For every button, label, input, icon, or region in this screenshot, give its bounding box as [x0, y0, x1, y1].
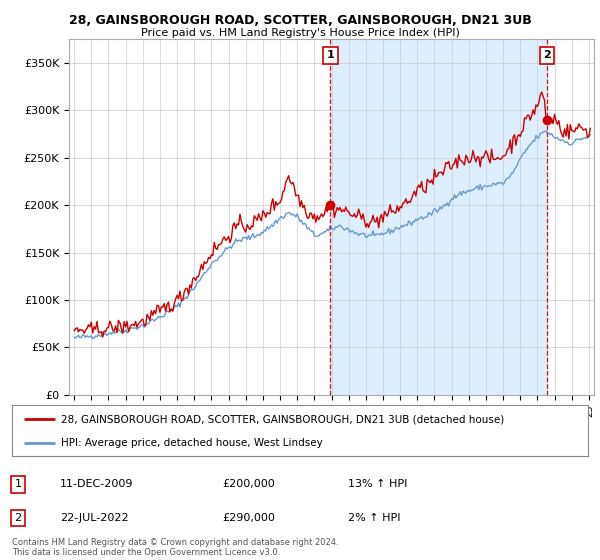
Text: Price paid vs. HM Land Registry's House Price Index (HPI): Price paid vs. HM Land Registry's House …	[140, 28, 460, 38]
Text: £290,000: £290,000	[222, 513, 275, 523]
Text: HPI: Average price, detached house, West Lindsey: HPI: Average price, detached house, West…	[61, 438, 323, 448]
Bar	[331, 39, 547, 395]
Text: 1: 1	[14, 479, 22, 489]
Text: 11-DEC-2009: 11-DEC-2009	[60, 479, 133, 489]
Text: 2: 2	[14, 513, 22, 523]
Text: 22-JUL-2022: 22-JUL-2022	[60, 513, 128, 523]
Text: 13% ↑ HPI: 13% ↑ HPI	[348, 479, 407, 489]
Text: £200,000: £200,000	[222, 479, 275, 489]
Text: 1: 1	[326, 50, 334, 60]
Text: 2: 2	[543, 50, 551, 60]
Text: 28, GAINSBOROUGH ROAD, SCOTTER, GAINSBOROUGH, DN21 3UB: 28, GAINSBOROUGH ROAD, SCOTTER, GAINSBOR…	[68, 14, 532, 27]
Text: 2% ↑ HPI: 2% ↑ HPI	[348, 513, 401, 523]
Text: Contains HM Land Registry data © Crown copyright and database right 2024.
This d: Contains HM Land Registry data © Crown c…	[12, 538, 338, 557]
Text: 28, GAINSBOROUGH ROAD, SCOTTER, GAINSBOROUGH, DN21 3UB (detached house): 28, GAINSBOROUGH ROAD, SCOTTER, GAINSBOR…	[61, 414, 504, 424]
